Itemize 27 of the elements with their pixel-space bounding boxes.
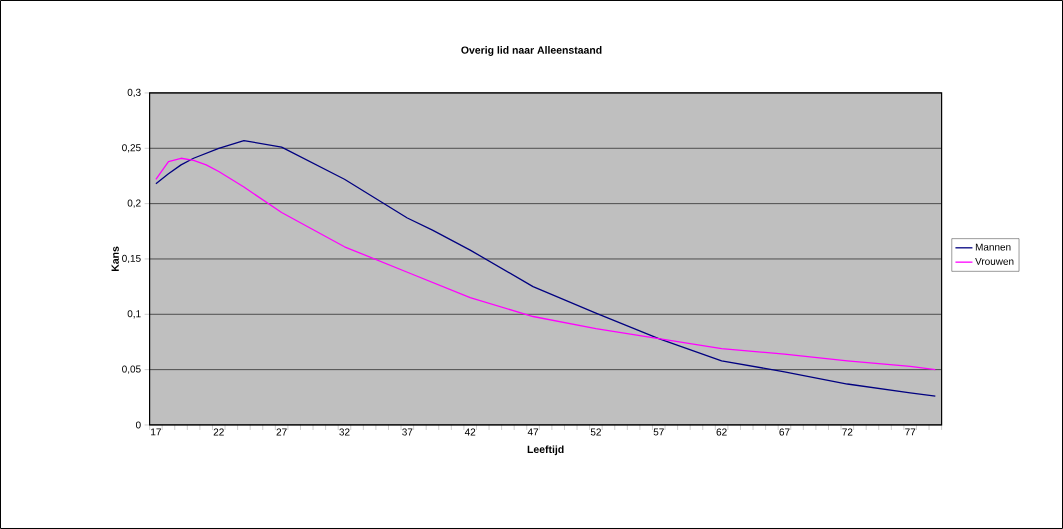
line-series — [155, 157, 936, 371]
y-tick-label: 0,2 — [127, 199, 141, 208]
x-tick-label: 47 — [527, 428, 539, 436]
x-tick-label: 27 — [276, 428, 287, 436]
y-tick-label: 0,3 — [127, 88, 141, 98]
x-tick-label: 22 — [213, 428, 224, 436]
y-tick-label: 0,05 — [122, 365, 141, 374]
x-tick-label: 62 — [716, 428, 727, 436]
y-tick-label: 0,1 — [127, 310, 141, 319]
x-tick-label: 72 — [842, 428, 853, 436]
x-tick-label: 77 — [905, 428, 916, 436]
y-tick-label: 0,15 — [122, 254, 141, 264]
x-tick-label: 32 — [339, 428, 350, 436]
chart-title: Overig lid naar Alleenstaand — [461, 46, 602, 56]
y-tick-label: 0 — [135, 421, 141, 429]
x-tick-label: 52 — [590, 428, 601, 436]
y-tick-label: 0,25 — [122, 144, 141, 153]
x-tick-label: 57 — [653, 428, 664, 436]
y-axis-title: Kans — [111, 246, 119, 272]
x-tick-label: 42 — [464, 428, 476, 436]
x-tick-label: 67 — [779, 428, 790, 436]
x-axis-title: Leeftijd — [527, 445, 564, 456]
legend-label: Vrouwen — [975, 257, 1014, 265]
x-tick-label: 17 — [151, 428, 161, 436]
legend-label: Mannen — [975, 243, 1011, 251]
x-tick-label: 37 — [402, 428, 413, 436]
line-series — [155, 139, 936, 397]
